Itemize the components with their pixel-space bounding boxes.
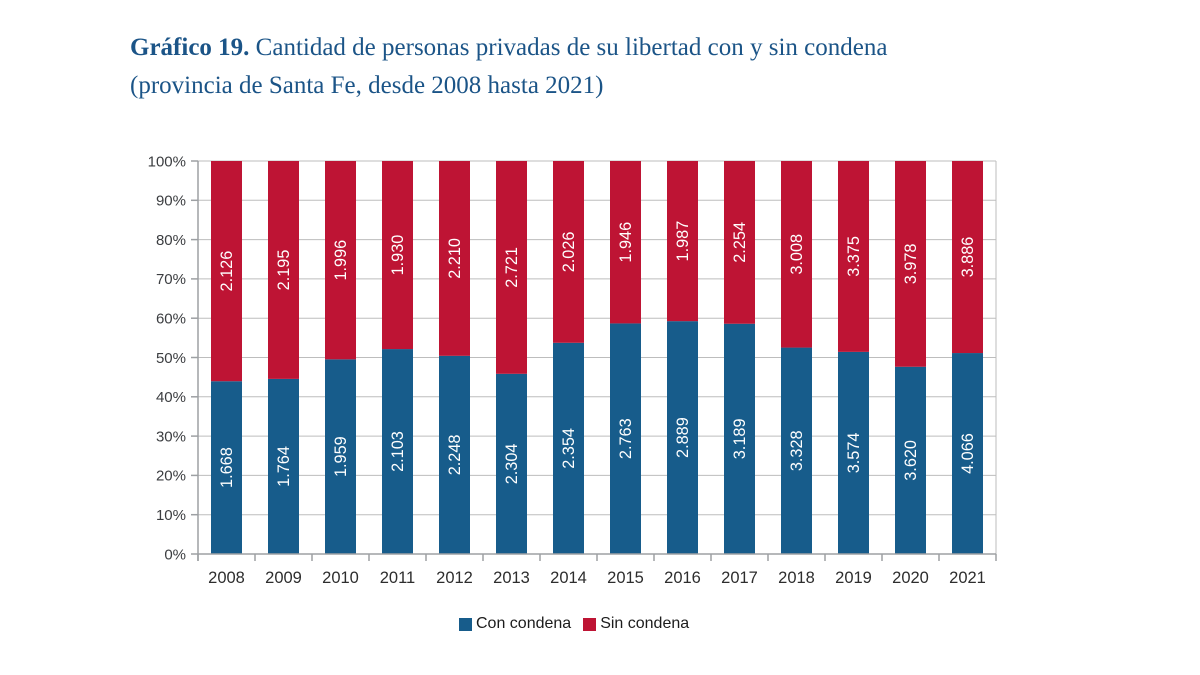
x-tick-label-2018: 2018 (778, 569, 815, 587)
bar-sin-condena-2015 (610, 161, 641, 324)
bar-label-con-condena-2020: 3.620 (902, 440, 920, 481)
bar-label-con-condena-2018: 3.328 (788, 430, 806, 471)
x-tick-label-2013: 2013 (493, 569, 530, 587)
bar-sin-condena-2016 (667, 161, 698, 322)
bar-con-condena-2014 (553, 342, 584, 554)
bar-label-con-condena-2015: 2.763 (617, 418, 635, 459)
chart-title-number: Gráfico 19. (130, 34, 250, 61)
bar-label-sin-condena-2011: 1.930 (389, 235, 407, 276)
bar-label-sin-condena-2012: 2.210 (446, 238, 464, 279)
bar-label-con-condena-2014: 2.354 (560, 428, 578, 469)
bar-sin-condena-2010 (325, 161, 356, 360)
bar-sin-condena-2014 (553, 161, 584, 343)
y-tick-label-30%: 30% (156, 428, 186, 445)
bar-con-condena-2008 (211, 381, 242, 554)
bar-con-condena-2021 (952, 353, 983, 554)
bar-sin-condena-2012 (439, 161, 470, 356)
y-tick-label-40%: 40% (156, 389, 186, 406)
bar-label-sin-condena-2018: 3.008 (788, 234, 806, 275)
bar-label-con-condena-2016: 2.889 (674, 417, 692, 458)
x-tick-label-2020: 2020 (892, 569, 929, 587)
x-tick-label-2011: 2011 (380, 569, 415, 587)
x-tick-label-2016: 2016 (664, 569, 701, 587)
bar-con-condena-2013 (496, 373, 527, 554)
bar-sin-condena-2021 (952, 161, 983, 354)
bar-con-condena-2017 (724, 323, 755, 554)
bar-label-sin-condena-2020: 3.978 (902, 244, 920, 285)
y-tick-label-50%: 50% (156, 350, 186, 367)
bar-con-condena-2009 (268, 378, 299, 554)
legend-item-con-condena: Con condena (459, 615, 571, 633)
legend-swatch-con-condena (459, 617, 472, 631)
x-tick-label-2008: 2008 (208, 569, 245, 587)
bar-con-condena-2010 (325, 359, 356, 554)
y-tick-label-10%: 10% (156, 507, 186, 524)
bar-label-con-condena-2019: 3.574 (845, 433, 863, 474)
x-tick-label-2009: 2009 (265, 569, 302, 587)
bar-label-sin-condena-2014: 2.026 (560, 232, 578, 273)
bar-sin-condena-2011 (382, 161, 413, 350)
bar-sin-condena-2009 (268, 161, 299, 379)
bar-label-sin-condena-2009: 2.195 (275, 250, 293, 291)
legend-label-sin-condena: Sin condena (600, 615, 690, 632)
x-tick-label-2010: 2010 (322, 569, 359, 587)
bar-label-con-condena-2012: 2.248 (446, 435, 464, 476)
bar-label-sin-condena-2017: 2.254 (731, 222, 749, 263)
bar-label-con-condena-2013: 2.304 (503, 444, 521, 485)
bar-label-sin-condena-2015: 1.946 (617, 222, 635, 263)
bar-sin-condena-2013 (496, 161, 527, 374)
y-tick-label-70%: 70% (156, 271, 186, 288)
bar-label-con-condena-2011: 2.103 (389, 431, 407, 472)
bar-con-condena-2019 (838, 351, 869, 554)
y-tick-label-60%: 60% (156, 311, 186, 328)
bar-con-condena-2012 (439, 355, 470, 554)
bar-label-sin-condena-2016: 1.987 (674, 221, 692, 262)
bar-label-sin-condena-2013: 2.721 (503, 247, 521, 288)
x-tick-label-2017: 2017 (721, 569, 758, 587)
bar-label-con-condena-2021: 4.066 (959, 433, 977, 474)
bar-label-sin-condena-2010: 1.996 (332, 240, 350, 281)
y-tick-label-80%: 80% (156, 232, 186, 249)
bar-label-sin-condena-2008: 2.126 (218, 251, 236, 292)
bar-label-sin-condena-2021: 3.886 (959, 237, 977, 278)
bar-sin-condena-2019 (838, 161, 869, 352)
bar-label-con-condena-2010: 1.959 (332, 436, 350, 477)
x-tick-label-2012: 2012 (436, 569, 473, 587)
bar-label-sin-condena-2019: 3.375 (845, 236, 863, 277)
y-tick-label-20%: 20% (156, 468, 186, 485)
bar-con-condena-2011 (382, 349, 413, 554)
bar-sin-condena-2008 (211, 161, 242, 382)
legend-swatch-sin-condena (583, 617, 597, 631)
y-tick-label-0%: 0% (164, 546, 186, 563)
x-tick-label-2021: 2021 (949, 569, 986, 587)
bar-sin-condena-2017 (724, 161, 755, 324)
x-tick-label-2019: 2019 (835, 569, 872, 587)
chart-title-text: Cantidad de personas privadas de su libe… (130, 34, 888, 99)
y-tick-label-90%: 90% (156, 193, 186, 210)
legend-item-sin-condena: Sin condena (583, 615, 689, 633)
bar-label-con-condena-2009: 1.764 (275, 446, 293, 487)
bar-con-condena-2020 (895, 366, 926, 554)
bar-con-condena-2015 (610, 323, 641, 554)
x-tick-label-2015: 2015 (607, 569, 644, 587)
bar-sin-condena-2018 (781, 161, 812, 348)
y-tick-label-100%: 100% (148, 153, 186, 170)
legend-label-con-condena: Con condena (476, 615, 572, 632)
legend: Con condena Sin condena (459, 615, 689, 633)
bar-label-con-condena-2008: 1.668 (218, 447, 236, 488)
bar-con-condena-2016 (667, 321, 698, 554)
bar-label-con-condena-2017: 3.189 (731, 418, 749, 459)
bar-sin-condena-2020 (895, 161, 926, 367)
x-tick-label-2014: 2014 (550, 569, 587, 587)
chart-title: Gráfico 19. Cantidad de personas privada… (130, 29, 975, 105)
bar-con-condena-2018 (781, 347, 812, 554)
